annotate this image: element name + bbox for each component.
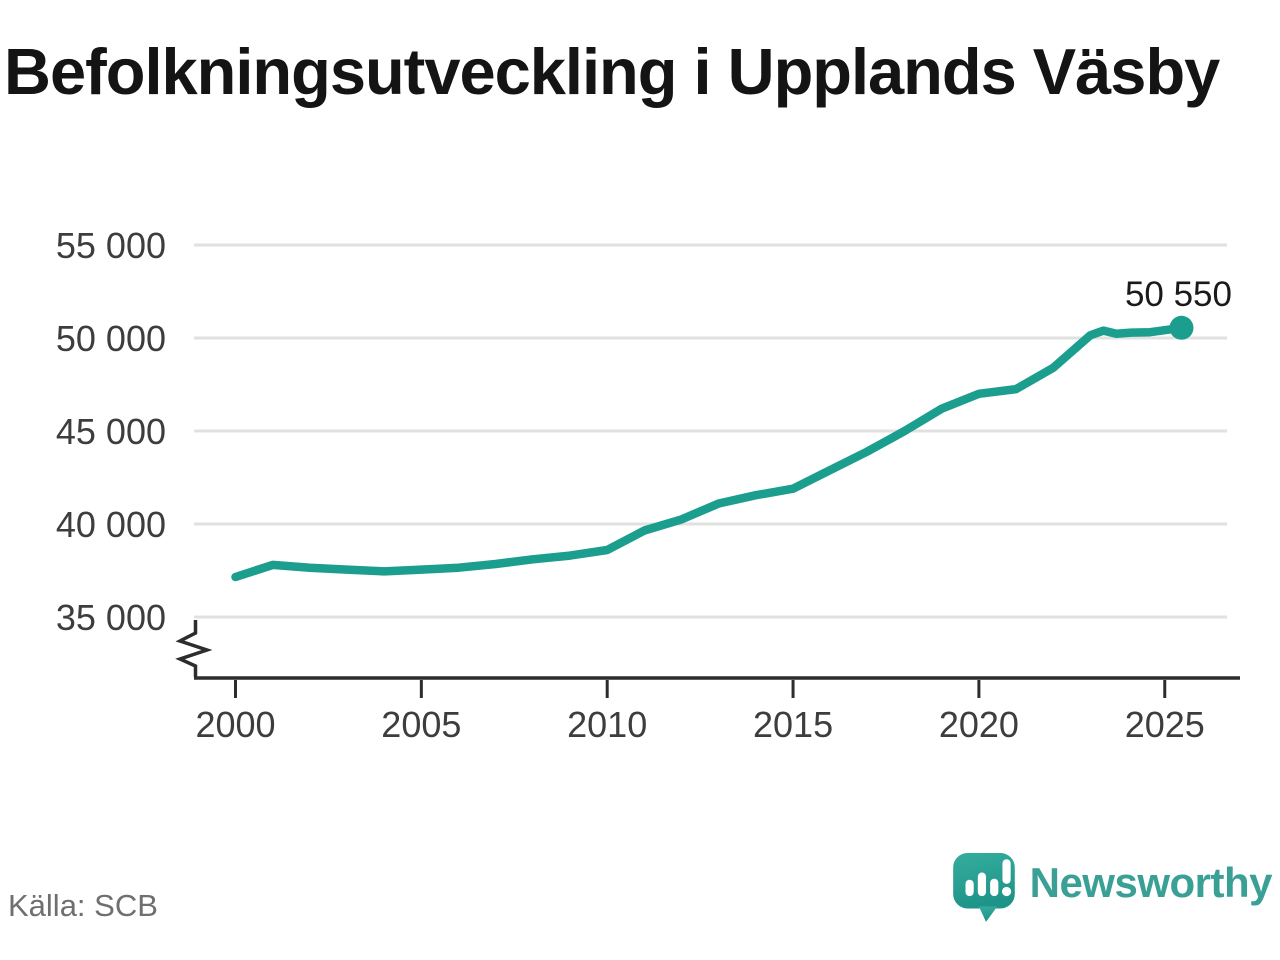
logo-exclamation-icon (1002, 859, 1011, 884)
y-axis-label: 35 000 (56, 597, 166, 638)
population-line (231, 323, 1186, 582)
x-axis-label: 2015 (753, 704, 833, 745)
y-axis-label: 40 000 (56, 504, 166, 545)
newsworthy-wordmark: Newsworthy (1029, 859, 1273, 906)
logo-exclamation-dot (1001, 886, 1011, 897)
newsworthy-logo: Newsworthy (952, 852, 1273, 928)
y-axis-label: 45 000 (56, 411, 166, 452)
x-axis-label: 2025 (1125, 704, 1205, 745)
line-chart: 35 000 40 000 45 000 50 000 55 000 2000 2005 20… (56, 225, 1240, 745)
logo-bar-icon (977, 872, 986, 897)
x-axis-label: 2005 (381, 704, 461, 745)
y-axis-label: 50 000 (56, 318, 166, 359)
source-label: Källa: SCB (8, 888, 158, 923)
logo-bar-icon (989, 878, 998, 897)
chart-title: Befolkningsutveckling i Upplands Väsby (4, 35, 1220, 108)
logo-bar-icon (965, 879, 974, 897)
end-point-label: 50 550 (1125, 275, 1232, 314)
x-axis-label: 2010 (567, 704, 647, 745)
x-axis-label: 2000 (195, 704, 275, 745)
newsworthy-logo-icon (952, 853, 1015, 922)
x-axis-label: 2020 (939, 704, 1019, 745)
end-point-marker (1169, 315, 1194, 340)
y-axis-label: 55 000 (56, 225, 166, 266)
axis-break-icon (175, 620, 213, 677)
logo-bubble-tail (978, 906, 997, 922)
